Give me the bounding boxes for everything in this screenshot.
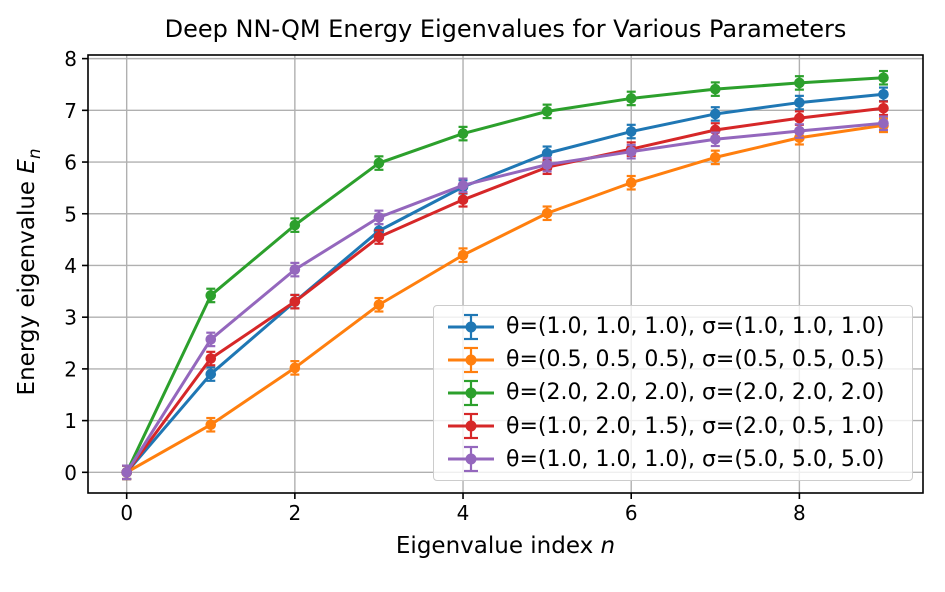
series-line: [125, 76, 885, 474]
y-tick-label: 6: [64, 151, 77, 175]
errorbar-marker-icon: [448, 313, 494, 340]
series-line: [125, 106, 885, 474]
axes-spines: [87, 54, 924, 494]
x-tick-label: 8: [793, 501, 806, 525]
data-point-marker: [373, 231, 385, 243]
data-point-marker: [541, 207, 553, 219]
data-point-marker: [289, 296, 301, 307]
data-point-marker: [541, 106, 553, 117]
data-point-marker: [794, 125, 805, 137]
y-tick-label: 3: [64, 306, 77, 330]
y-tick-label: 8: [64, 47, 77, 71]
data-point-marker: [625, 126, 637, 137]
data-point-marker: [710, 83, 721, 95]
data-point-marker: [878, 102, 889, 114]
data-point-marker: [457, 249, 469, 261]
y-axis-label: Energy eigenvalue En: [14, 149, 44, 396]
series-line: [125, 121, 885, 474]
chart-title: Deep NN-QM Energy Eigenvalues for Variou…: [164, 15, 847, 43]
data-point-marker: [794, 97, 805, 108]
data-point-marker: [710, 108, 721, 120]
data-point-marker: [205, 290, 217, 301]
x-tick-label: 2: [288, 501, 301, 525]
series-line: [125, 92, 885, 474]
x-tick-label: 0: [120, 501, 133, 525]
x-axis-label-variable: n: [600, 533, 616, 559]
data-point-marker: [289, 219, 301, 231]
tick-labels: 0 2 4 6 8 0 1 2 3 4 5 6 7 8: [64, 47, 805, 525]
y-tick-label: 0: [64, 461, 77, 485]
data-point-marker: [457, 128, 469, 139]
data-point-marker: [205, 353, 217, 364]
legend-item-label: θ=(1.0, 1.0, 1.0), σ=(5.0, 5.0, 5.0): [506, 446, 885, 472]
y-axis-label-text: Energy eigenvalue: [14, 173, 41, 396]
data-point-marker: [121, 467, 132, 478]
data-point-marker: [541, 159, 553, 170]
data-point-marker: [205, 419, 217, 431]
legend-item-label: θ=(1.0, 2.0, 1.5), σ=(2.0, 0.5, 1.0): [506, 413, 885, 439]
errorbar-marker-icon: [448, 446, 494, 473]
legend: θ=(1.0, 1.0, 1.0), σ=(1.0, 1.0, 1.0) θ=(0…: [433, 305, 913, 481]
series-1: [121, 117, 889, 481]
data-point-marker: [457, 180, 469, 191]
ticks: [82, 57, 801, 499]
x-tick-label: 6: [625, 501, 638, 525]
y-tick-label: 7: [64, 99, 77, 123]
data-point-marker: [373, 157, 385, 169]
data-point-marker: [289, 264, 301, 275]
x-axis-label-text: Eigenvalue index: [395, 533, 601, 559]
series-line: [125, 123, 885, 474]
data-point-marker: [625, 177, 637, 189]
legend-item-label: θ=(2.0, 2.0, 2.0), σ=(2.0, 2.0, 2.0): [506, 380, 885, 406]
data-point-marker: [373, 212, 385, 223]
errorbar-marker-icon: [448, 346, 494, 373]
legend-item-label: θ=(1.0, 1.0, 1.0), σ=(1.0, 1.0, 1.0): [506, 314, 885, 340]
data-point-marker: [878, 72, 889, 84]
legend-item: θ=(1.0, 1.0, 1.0), σ=(1.0, 1.0, 1.0): [446, 310, 902, 343]
errorbar-marker-icon: [448, 413, 494, 440]
x-axis-label: Eigenvalue index n: [88, 532, 923, 560]
legend-item: θ=(1.0, 1.0, 1.0), σ=(5.0, 5.0, 5.0): [446, 443, 902, 476]
legend-item: θ=(2.0, 2.0, 2.0), σ=(2.0, 2.0, 2.0): [446, 376, 902, 409]
data-point-marker: [794, 77, 805, 89]
data-point-marker: [205, 368, 217, 380]
y-axis-label-subscript: n: [24, 148, 44, 160]
data-point-marker: [373, 299, 385, 311]
errorbar-marker-icon: [448, 379, 494, 407]
data-point-marker: [289, 362, 301, 374]
legend-item-label: θ=(0.5, 0.5, 0.5), σ=(0.5, 0.5, 0.5): [506, 347, 885, 373]
data-point-marker: [710, 133, 721, 145]
data-point-marker: [625, 146, 637, 158]
data-point-marker: [710, 152, 721, 163]
series-4: [121, 115, 889, 481]
y-tick-label: 4: [64, 254, 77, 278]
y-tick-label: 5: [64, 202, 77, 226]
data-point-marker: [794, 112, 805, 124]
data-point-marker: [878, 117, 889, 129]
legend-item: θ=(1.0, 2.0, 1.5), σ=(2.0, 0.5, 1.0): [446, 410, 902, 443]
data-point-marker: [457, 194, 469, 206]
x-tick-label: 4: [457, 501, 470, 525]
data-point-marker: [541, 147, 553, 159]
data-point-marker: [625, 93, 637, 104]
y-axis-label-variable: E: [14, 159, 41, 174]
data-point-marker: [205, 334, 217, 345]
y-tick-label: 2: [64, 357, 77, 381]
legend-item: θ=(0.5, 0.5, 0.5), σ=(0.5, 0.5, 0.5): [446, 343, 902, 376]
data-point-marker: [878, 89, 889, 100]
y-tick-label: 1: [64, 409, 77, 433]
